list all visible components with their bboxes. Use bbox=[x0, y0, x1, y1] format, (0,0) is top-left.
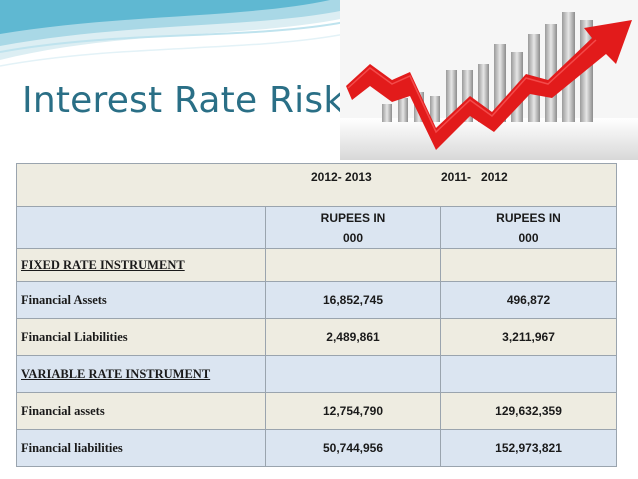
row-value-2013: 16,852,745 bbox=[265, 281, 441, 319]
row-value-2012: 3,211,967 bbox=[439, 318, 618, 356]
row-label: Financial assets bbox=[16, 392, 266, 430]
units-row: RUPEES IN 000 RUPEES IN 000 bbox=[16, 206, 618, 249]
slide-title: Interest Rate Risk bbox=[22, 80, 345, 121]
table-row: Financial Liabilities 2,489,861 3,211,96… bbox=[16, 318, 618, 356]
table-header-row: 2012- 2013 2011- 2012 bbox=[15, 163, 618, 207]
row-value-2012: 129,632,359 bbox=[439, 392, 618, 430]
table-row: Financial assets 12,754,790 129,632,359 bbox=[16, 392, 618, 430]
row-value-2013: 50,744,956 bbox=[265, 429, 441, 467]
interest-rate-table: 2012- 2013 2011- 2012 RUPEES IN 000 RUPE… bbox=[15, 163, 618, 467]
table-row: Financial liabilities 50,744,956 152,973… bbox=[16, 429, 618, 467]
row-value-2012 bbox=[439, 248, 618, 282]
row-value-2013 bbox=[265, 248, 441, 282]
row-value-2013: 12,754,790 bbox=[265, 392, 441, 430]
decorative-wave bbox=[0, 0, 345, 67]
row-value-2012: 496,872 bbox=[439, 281, 618, 319]
row-label: FIXED RATE INSTRUMENT bbox=[16, 248, 266, 282]
table-row: Financial Assets 16,852,745 496,872 bbox=[16, 281, 618, 319]
row-value-2013: 2,489,861 bbox=[265, 318, 441, 356]
unit-label-col2: RUPEES IN 000 bbox=[496, 210, 561, 245]
row-label: Financial Liabilities bbox=[16, 318, 266, 356]
row-value-2012 bbox=[439, 355, 618, 393]
year-2011-2012-header: 2011- 2012 bbox=[441, 170, 508, 184]
row-value-2013 bbox=[265, 355, 441, 393]
table-row: FIXED RATE INSTRUMENT bbox=[16, 248, 618, 282]
growth-chart-image bbox=[340, 0, 638, 160]
row-label: Financial liabilities bbox=[16, 429, 266, 467]
red-trend-arrow bbox=[346, 20, 632, 150]
year-2012-2013-header: 2012- 2013 bbox=[311, 170, 372, 184]
row-label: VARIABLE RATE INSTRUMENT bbox=[16, 355, 266, 393]
table-row: VARIABLE RATE INSTRUMENT bbox=[16, 355, 618, 393]
unit-label-col1: RUPEES IN 000 bbox=[320, 210, 386, 245]
row-value-2012: 152,973,821 bbox=[439, 429, 618, 467]
row-label: Financial Assets bbox=[16, 281, 266, 319]
